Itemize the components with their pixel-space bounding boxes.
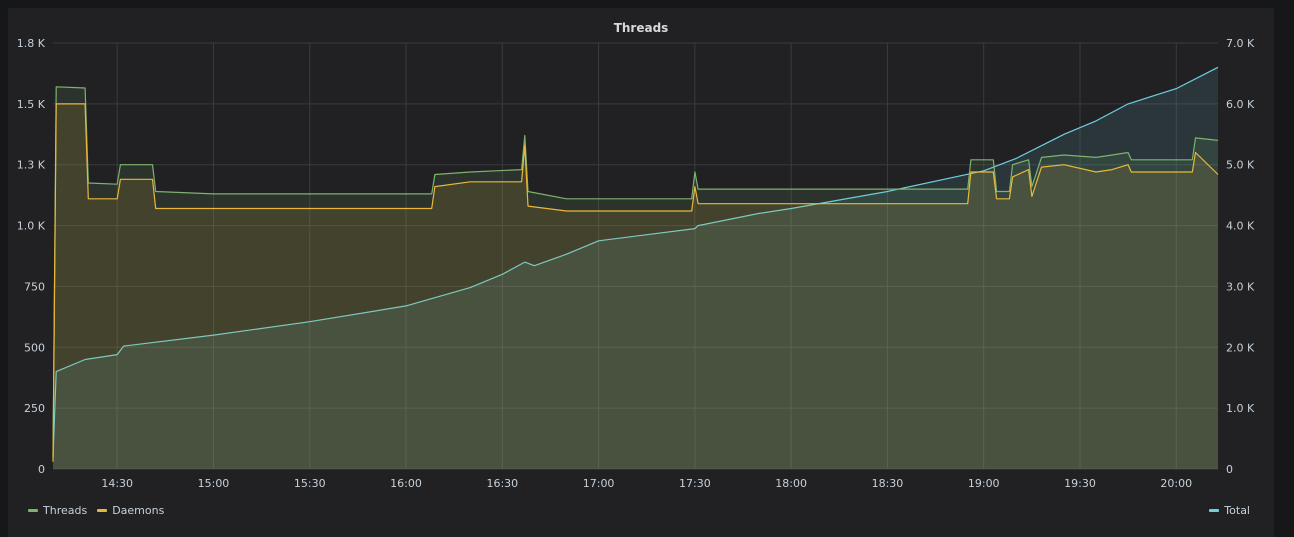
legend-label: Total xyxy=(1224,504,1250,517)
y-right-tick-label: 4.0 K xyxy=(1226,220,1255,233)
legend-swatch xyxy=(97,509,108,512)
legend-label: Threads xyxy=(43,504,88,517)
x-tick-label: 15:00 xyxy=(198,477,230,490)
legend-item-daemons[interactable]: Daemons xyxy=(97,504,164,517)
x-tick-label: 16:30 xyxy=(486,477,518,490)
legend-left: Threads Daemons xyxy=(28,504,174,517)
y-left-tick-label: 1.3 K xyxy=(17,159,46,172)
x-tick-label: 19:30 xyxy=(1064,477,1096,490)
panel-title[interactable]: Threads xyxy=(613,21,669,35)
threads-line xyxy=(52,86,1219,457)
y-left-tick-label: 1.5 K xyxy=(17,98,46,111)
x-tick-label: 18:00 xyxy=(775,477,807,490)
x-tick-label: 14:30 xyxy=(101,477,133,490)
total-line xyxy=(52,66,1219,457)
x-tick-label: 18:30 xyxy=(872,477,904,490)
y-left-tick-label: 1.8 K xyxy=(17,37,46,50)
y-right-tick-label: 5.0 K xyxy=(1226,159,1255,172)
y-left-tick-label: 0 xyxy=(38,463,45,476)
total-area xyxy=(53,67,1218,470)
x-tick-label: 19:00 xyxy=(968,477,1000,490)
y-left-tick-label: 250 xyxy=(24,402,45,415)
y-right-tick-label: 6.0 K xyxy=(1226,98,1255,111)
y-right-tick-label: 2.0 K xyxy=(1226,341,1255,354)
threads-chart: 0 250 500 750 1.0 K 1.3 K 1.5 K 1.8 K 0 1.0 K 2.0 … xyxy=(17,37,1255,490)
threads-panel: Threads 0 250 500 750 1.0 K 1.3 K 1.5 K 1.8 K 0 1… xyxy=(8,8,1274,537)
threads-area xyxy=(53,86,1218,470)
y-right-tick-label: 1.0 K xyxy=(1226,402,1255,415)
legend-swatch xyxy=(28,509,38,512)
y-left-tick-label: 500 xyxy=(24,341,45,354)
legend-right: Total xyxy=(1209,504,1260,517)
y-right-tick-label: 3.0 K xyxy=(1226,280,1255,293)
daemons-line xyxy=(52,103,1219,462)
y-right-tick-label: 0 xyxy=(1226,463,1233,476)
legend-label: Daemons xyxy=(112,504,165,517)
x-tick-label: 20:00 xyxy=(1160,477,1192,490)
legend-swatch xyxy=(1209,509,1220,512)
legend-item-total[interactable]: Total xyxy=(1209,504,1250,517)
legend-item-threads[interactable]: Threads xyxy=(28,504,87,517)
y-right-tick-label: 7.0 K xyxy=(1226,37,1255,50)
y-left-tick-label: 1.0 K xyxy=(17,220,46,233)
x-tick-label: 17:30 xyxy=(679,477,711,490)
y-left-tick-label: 750 xyxy=(24,280,45,293)
x-tick-label: 16:00 xyxy=(390,477,422,490)
x-tick-label: 17:00 xyxy=(583,477,615,490)
daemons-area xyxy=(53,103,1218,470)
x-tick-label: 15:30 xyxy=(294,477,326,490)
